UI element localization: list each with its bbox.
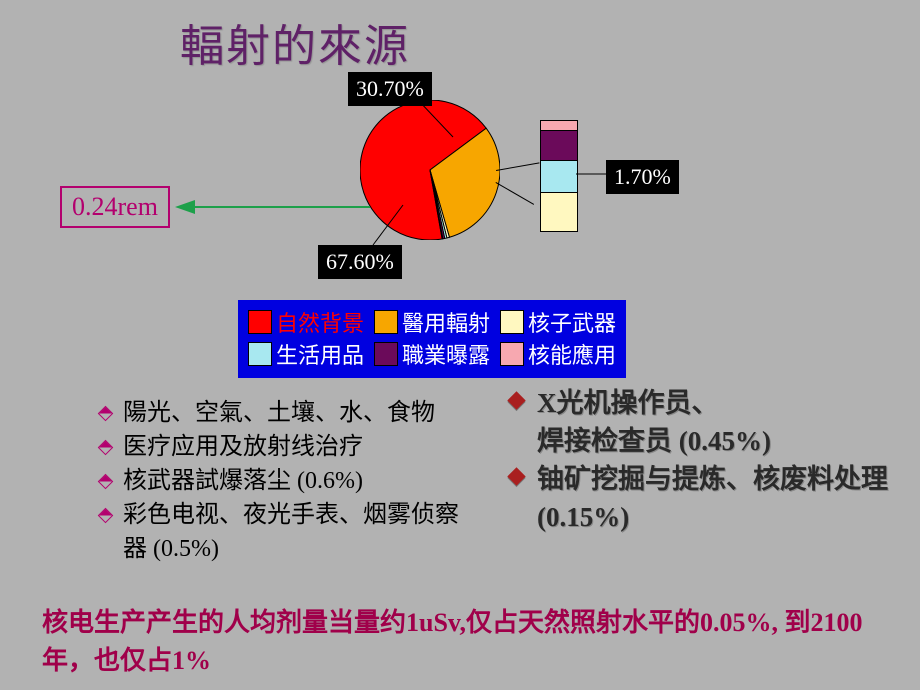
rem-value-box: 0.24rem: [60, 186, 170, 228]
list-item: 铀矿挖掘与提炼、核废料处理(0.15%): [510, 460, 890, 536]
legend-item: 核子武器: [500, 306, 616, 338]
legend-swatch: [248, 310, 272, 334]
leader-line: [368, 200, 428, 250]
legend-swatch: [248, 342, 272, 366]
list-item: 陽光、空氣、土壤、水、食物: [100, 396, 480, 430]
diamond-bullet-icon: [507, 391, 525, 409]
legend-swatch: [374, 310, 398, 334]
leader-line: [576, 168, 606, 180]
diamond-bullet-icon: [98, 474, 114, 490]
legend-label: 生活用品: [276, 338, 364, 370]
list-item-text: 医疗应用及放射线治疗: [123, 430, 480, 464]
left-bullet-list: 陽光、空氣、土壤、水、食物医疗应用及放射线治疗核武器試爆落尘 (0.6%)彩色电…: [100, 396, 480, 566]
breakdown-segment: [541, 192, 577, 231]
legend-label: 核子武器: [528, 306, 616, 338]
legend-label: 核能應用: [528, 338, 616, 370]
connector-line: [495, 182, 534, 206]
breakdown-segment: [541, 130, 577, 159]
list-item-text: 核武器試爆落尘 (0.6%): [123, 464, 480, 498]
right-bullet-list: X光机操作员、焊接检查员 (0.45%)铀矿挖掘与提炼、核废料处理(0.15%): [510, 384, 890, 566]
legend-item: 醫用輻射: [374, 306, 490, 338]
callout-medical: 30.70%: [348, 72, 432, 106]
list-item-text: 陽光、空氣、土壤、水、食物: [123, 396, 480, 430]
list-item: X光机操作员、焊接检查员 (0.45%): [510, 384, 890, 460]
arrow-left: [175, 198, 375, 216]
diamond-bullet-icon: [98, 440, 114, 456]
diamond-bullet-icon: [507, 467, 525, 485]
diamond-bullet-icon: [98, 406, 114, 422]
legend-item: 自然背景: [248, 306, 364, 338]
legend-swatch: [500, 310, 524, 334]
footer-note: 核电生产产生的人均剂量当量约1uSv,仅占天然照射水平的0.05%, 到2100…: [42, 604, 890, 680]
list-item-text: 铀矿挖掘与提炼、核废料处理(0.15%): [537, 460, 890, 536]
breakdown-segment: [541, 121, 577, 130]
list-item-text: 彩色电视、夜光手表、烟雾侦察器 (0.5%): [123, 498, 480, 566]
legend-label: 職業曝露: [402, 338, 490, 370]
legend: 自然背景 醫用輻射 核子武器生活用品 職業曝露 核能應用: [238, 300, 626, 378]
legend-label: 醫用輻射: [402, 306, 490, 338]
list-item-text: X光机操作员、焊接检查员 (0.45%): [537, 384, 890, 460]
legend-item: 核能應用: [500, 338, 616, 370]
bullet-columns: 陽光、空氣、土壤、水、食物医疗应用及放射线治疗核武器試爆落尘 (0.6%)彩色电…: [100, 396, 880, 566]
page-title: 輻射的來源: [180, 10, 410, 74]
callout-small: 1.70%: [606, 160, 679, 194]
legend-item: 生活用品: [248, 338, 364, 370]
callout-natural: 67.60%: [318, 245, 402, 279]
list-item: 核武器試爆落尘 (0.6%): [100, 464, 480, 498]
breakdown-bar: [540, 120, 578, 232]
connector-line: [496, 162, 540, 172]
list-item: 医疗应用及放射线治疗: [100, 430, 480, 464]
legend-swatch: [500, 342, 524, 366]
legend-item: 職業曝露: [374, 338, 490, 370]
legend-label: 自然背景: [276, 306, 364, 338]
breakdown-segment: [541, 160, 577, 192]
legend-swatch: [374, 342, 398, 366]
diamond-bullet-icon: [98, 508, 114, 524]
list-item: 彩色电视、夜光手表、烟雾侦察器 (0.5%): [100, 498, 480, 566]
